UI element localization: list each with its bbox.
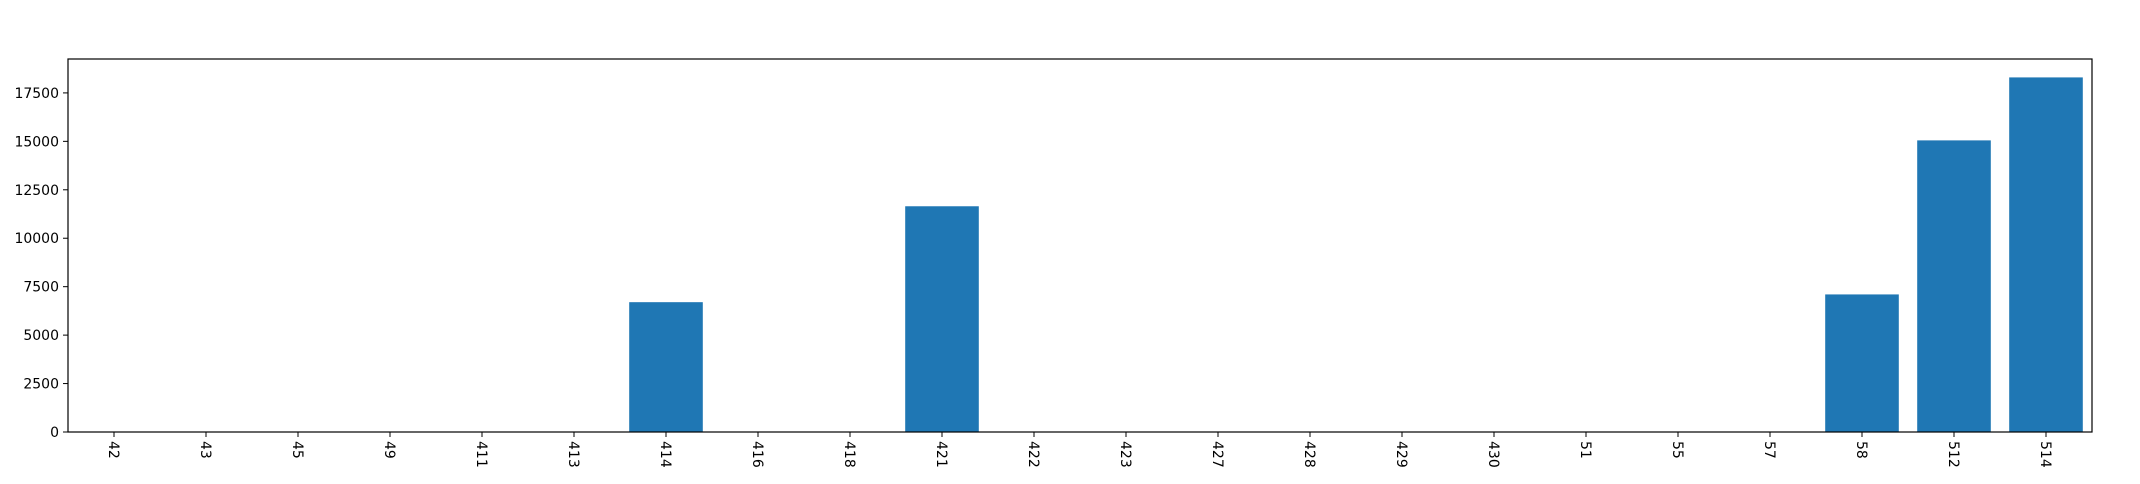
y-tick-label: 2500 <box>23 377 59 393</box>
bar-512 <box>1917 140 1991 432</box>
bar-421 <box>905 206 979 432</box>
x-tick-label: 428 <box>1301 441 1317 468</box>
bar-414 <box>629 302 703 432</box>
x-tick-label: 423 <box>1117 441 1133 468</box>
x-tick-label: 42 <box>105 441 121 459</box>
bars-group <box>629 77 2083 433</box>
x-axis: 42 43 45 49 411 413 414 416 418 421 422 423 427 428 42… <box>105 432 2053 468</box>
x-tick-label: 414 <box>657 441 673 468</box>
y-tick-label: 5000 <box>23 328 59 344</box>
y-tick-label: 17500 <box>14 86 59 102</box>
x-tick-label: 43 <box>197 441 213 459</box>
x-tick-label: 512 <box>1945 441 1961 468</box>
x-tick-label: 421 <box>933 441 949 468</box>
x-tick-label: 427 <box>1209 441 1225 468</box>
x-tick-label: 413 <box>565 441 581 468</box>
y-tick-label: 15000 <box>14 134 59 150</box>
x-tick-label: 430 <box>1485 441 1501 468</box>
y-tick-label: 10000 <box>14 231 59 247</box>
x-tick-label: 58 <box>1853 441 1869 459</box>
x-tick-label: 45 <box>289 441 305 459</box>
x-tick-label: 429 <box>1393 441 1409 468</box>
x-tick-label: 57 <box>1761 441 1777 459</box>
x-tick-label: 416 <box>749 441 765 468</box>
y-tick-label: 0 <box>50 425 59 441</box>
y-tick-label: 12500 <box>14 183 59 199</box>
bar-514 <box>2009 77 2083 433</box>
x-tick-label: 422 <box>1025 441 1041 468</box>
y-axis: 0 2500 5000 7500 10000 12500 15000 17500 <box>14 86 68 441</box>
plot-area-frame <box>67 58 2093 433</box>
x-tick-label: 49 <box>381 441 397 459</box>
x-tick-label: 411 <box>473 441 489 468</box>
y-tick-label: 7500 <box>23 280 59 296</box>
bar-58 <box>1825 294 1899 432</box>
x-tick-label: 514 <box>2037 441 2053 468</box>
x-tick-label: 55 <box>1669 441 1685 459</box>
x-tick-label: 51 <box>1577 441 1593 459</box>
x-tick-label: 418 <box>841 441 857 468</box>
